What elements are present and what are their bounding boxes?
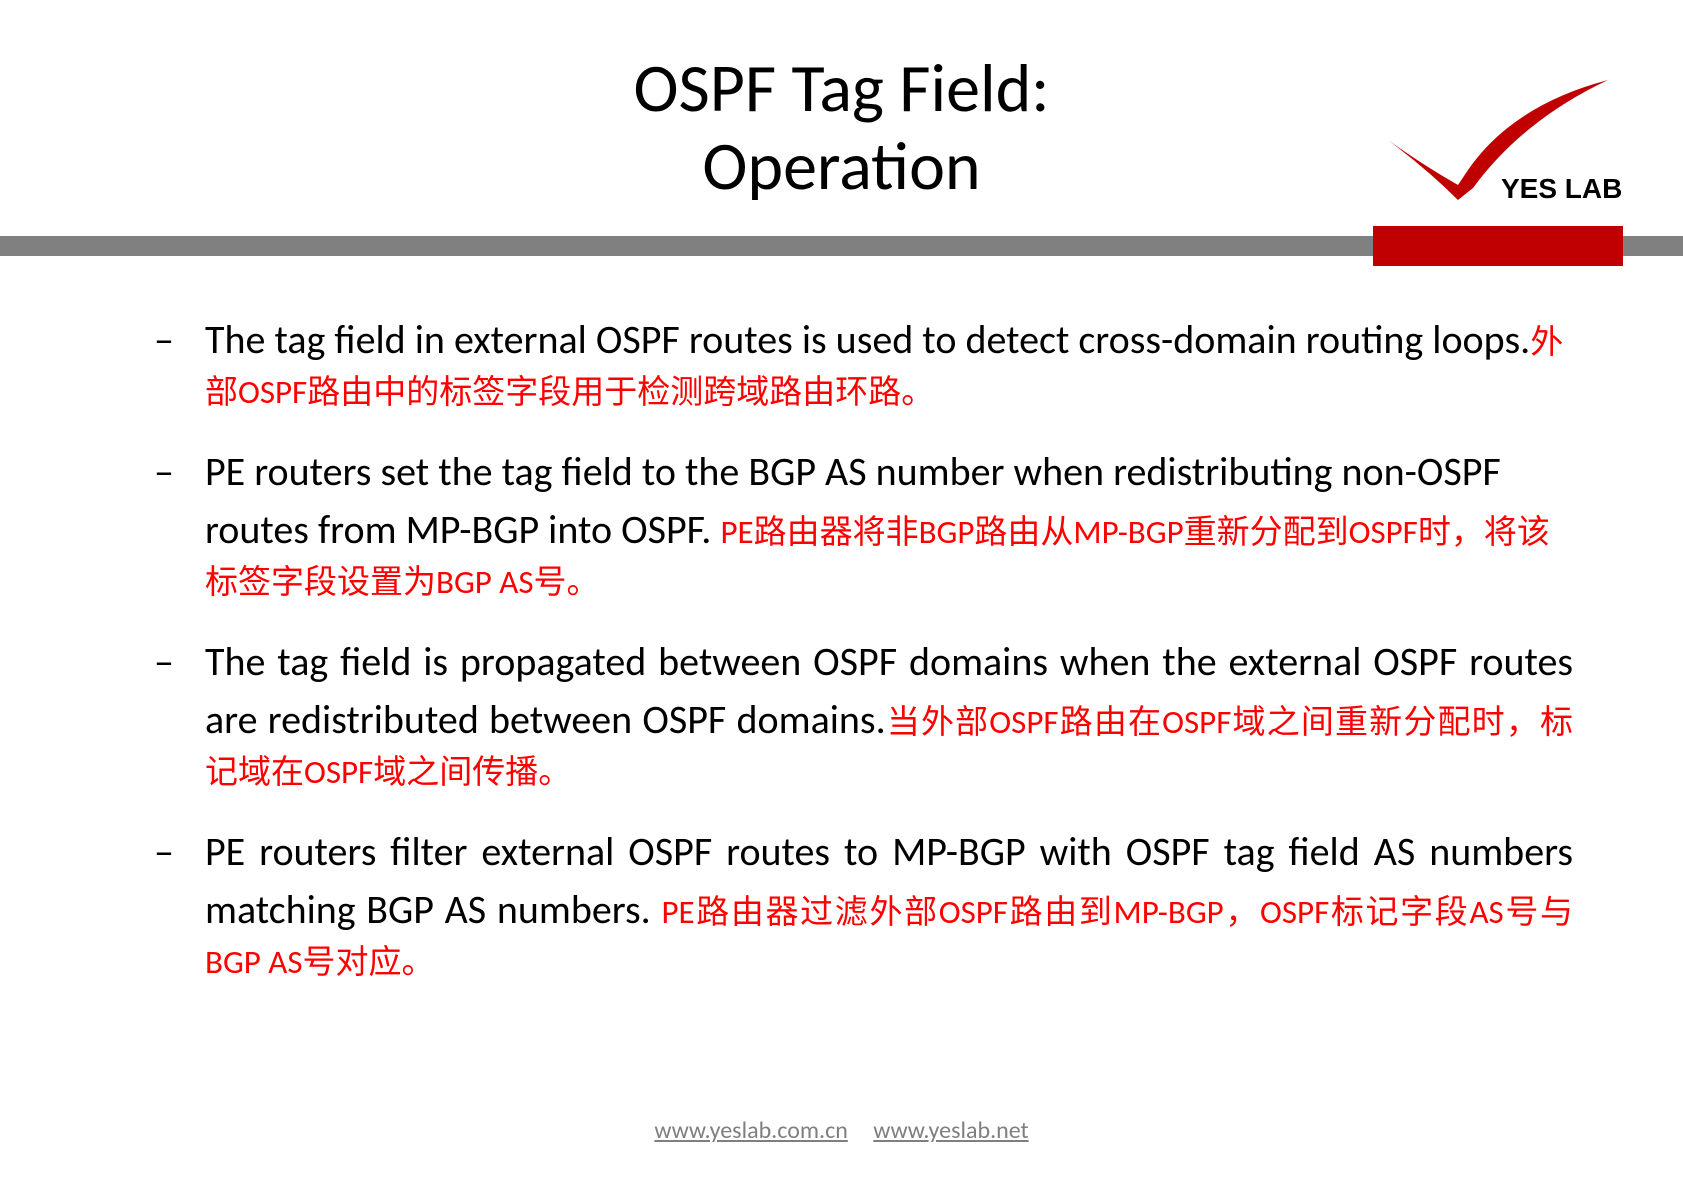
bullet-body: PE routers set the tag field to the BGP …: [205, 443, 1573, 607]
red-accent-box: [1373, 226, 1623, 266]
footer: www.yeslab.com.cn www.yeslab.net: [0, 1116, 1683, 1145]
accent-bar: [0, 226, 1683, 276]
bullet-dash-icon: –: [150, 633, 205, 797]
footer-link-net[interactable]: www.yeslab.net: [873, 1116, 1028, 1145]
bullet-dash-icon: –: [150, 823, 205, 987]
bullet-item: – PE routers set the tag field to the BG…: [150, 443, 1573, 607]
bullet-body: PE routers filter external OSPF routes t…: [205, 823, 1573, 987]
content-area: – The tag field in external OSPF routes …: [0, 276, 1683, 986]
logo-text: YES LAB: [1501, 173, 1622, 204]
bullet-body: The tag field is propagated between OSPF…: [205, 633, 1573, 797]
slide: OSPF Tag Field: Operation YES LAB – The …: [0, 0, 1683, 1190]
bullet-item: – The tag field in external OSPF routes …: [150, 311, 1573, 417]
bullet-en-text: The tag field in external OSPF routes is…: [205, 315, 1530, 364]
bullet-dash-icon: –: [150, 311, 205, 417]
yeslab-logo: YES LAB: [1373, 70, 1623, 210]
bullet-dash-icon: –: [150, 443, 205, 607]
bullet-body: The tag field in external OSPF routes is…: [205, 311, 1573, 417]
footer-link-cn[interactable]: www.yeslab.com.cn: [654, 1116, 847, 1145]
bullet-item: – PE routers filter external OSPF routes…: [150, 823, 1573, 987]
bullet-item: – The tag field is propagated between OS…: [150, 633, 1573, 797]
